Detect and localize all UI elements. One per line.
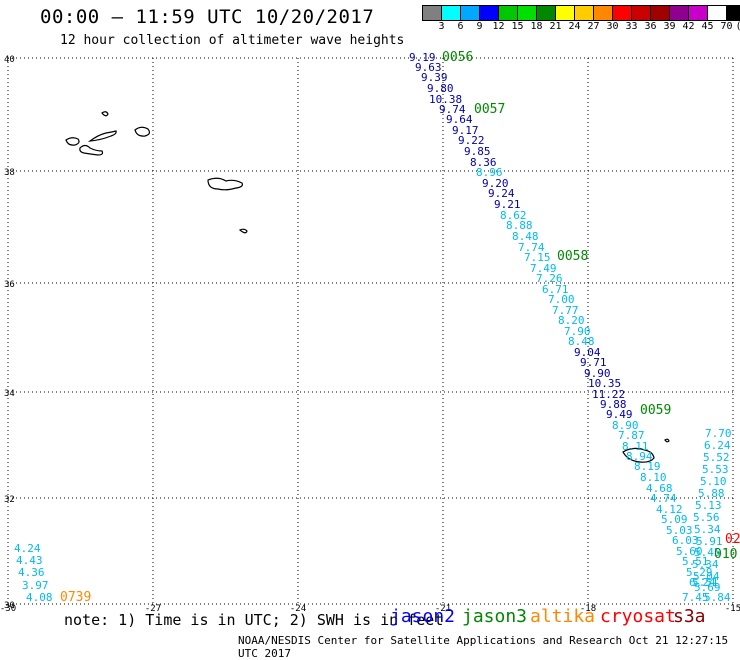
pass-time-label: 0057 bbox=[474, 102, 505, 117]
footer-note: note: 1) Time is in UTC; 2) SWH is in fe… bbox=[64, 611, 443, 629]
lat-tick-label: 36 bbox=[4, 280, 15, 290]
lat-tick-label: 30 bbox=[4, 601, 15, 611]
wave-height-value: 5.84 bbox=[704, 591, 731, 604]
pass-time-label: 0059 bbox=[640, 403, 671, 418]
wave-height-value: 4.36 bbox=[18, 566, 45, 579]
pass-time-label: 0056 bbox=[442, 50, 473, 65]
pass-time-label: 010 bbox=[714, 547, 737, 562]
pass-time-label: 02 bbox=[725, 532, 740, 547]
satellite-legend-item: s3a bbox=[673, 606, 706, 627]
pass-time-label: 0058 bbox=[557, 249, 588, 264]
footer-credit: NOAA/NESDIS Center for Satellite Applica… bbox=[238, 634, 740, 660]
lat-tick-label: 38 bbox=[4, 168, 15, 178]
satellite-legend-item: altika bbox=[530, 606, 595, 627]
lat-tick-label: 34 bbox=[4, 389, 15, 399]
coastlines bbox=[66, 112, 669, 462]
corvo-island bbox=[102, 112, 108, 116]
satellite-legend-item: cryosat bbox=[600, 606, 676, 627]
pass-time-label: 0739 bbox=[60, 590, 91, 605]
satellite-legend-item: jason2 bbox=[390, 606, 455, 627]
lat-tick-label: 32 bbox=[4, 495, 15, 505]
porto-santo-island bbox=[665, 439, 669, 442]
track-labels: 9.199.639.399.8010.389.749.649.179.229.8… bbox=[14, 50, 740, 605]
sao-miguel-island bbox=[208, 178, 242, 190]
lat-tick-label: 40 bbox=[4, 55, 15, 65]
faial-island bbox=[80, 146, 103, 156]
lon-tick-label: -15 bbox=[725, 604, 740, 614]
satellite-legend-item: jason3 bbox=[462, 606, 527, 627]
santa-maria-island bbox=[240, 229, 247, 233]
pico-island bbox=[90, 131, 116, 141]
flores-island bbox=[66, 138, 79, 145]
graciosa-island bbox=[135, 127, 149, 136]
wave-height-value: 4.08 bbox=[26, 591, 53, 604]
